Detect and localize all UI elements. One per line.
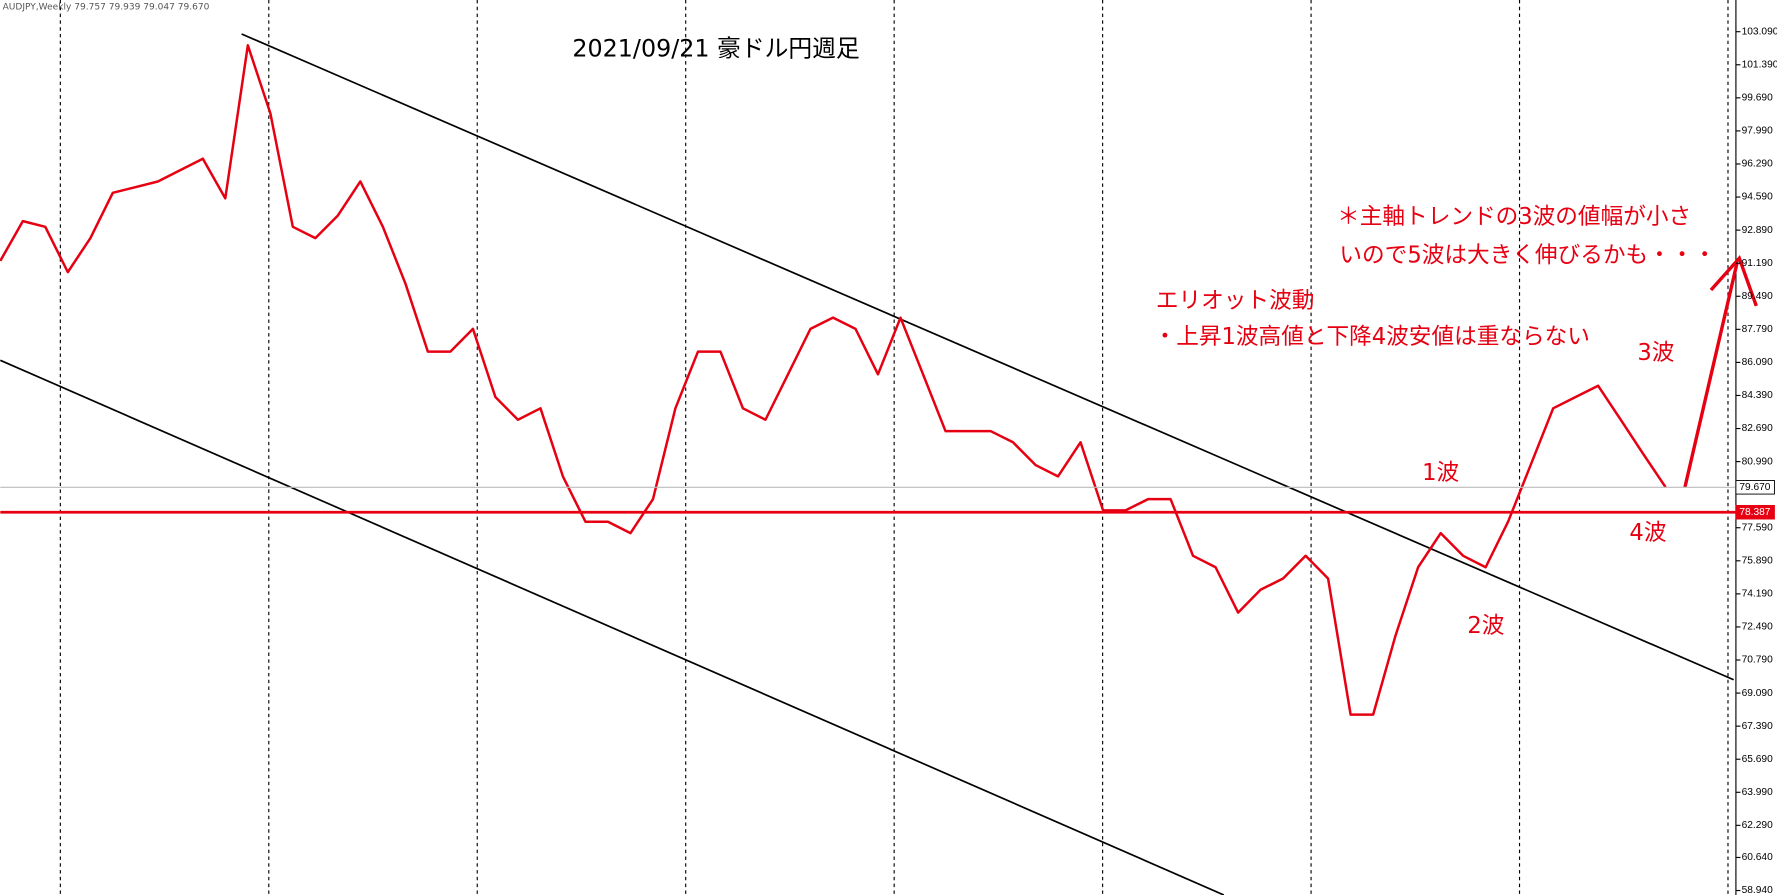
- annotation: 3波: [1637, 340, 1674, 366]
- channel-upper: [241, 33, 1734, 681]
- y-tick-label: 75.890: [1742, 555, 1773, 566]
- annotation: エリオット波動: [1156, 288, 1314, 314]
- channel-lower: [0, 359, 1225, 895]
- y-tick-label: 82.690: [1742, 423, 1773, 434]
- y-tick-label: 74.190: [1742, 589, 1773, 600]
- price-line: [0, 44, 1667, 716]
- price-tag-box: [1735, 480, 1775, 495]
- y-tick-label: 62.290: [1742, 820, 1773, 831]
- y-tick-label: 60.640: [1742, 852, 1773, 863]
- y-tick-label: 70.790: [1742, 655, 1773, 666]
- y-tick-label: 80.990: [1742, 456, 1773, 467]
- annotation: 4波: [1629, 520, 1666, 546]
- annotation: 1波: [1422, 460, 1459, 486]
- annotation: ＊主軸トレンドの3波の値幅が小さ: [1337, 204, 1691, 230]
- y-tick-label: 67.390: [1742, 721, 1773, 732]
- symbol-info: AUDJPY,Weekly 79.757 79.939 79.047 79.67…: [3, 2, 210, 12]
- y-tick-label: 94.590: [1742, 192, 1773, 203]
- y-tick-label: 96.290: [1742, 159, 1773, 170]
- y-tick-label: 89.490: [1742, 291, 1773, 302]
- arrow-shaft: [1683, 262, 1739, 488]
- y-tick-label: 63.990: [1742, 787, 1773, 798]
- price-tag-box: [1735, 504, 1775, 520]
- y-tick-label: 91.190: [1742, 258, 1773, 269]
- y-tick-label: 58.940: [1742, 885, 1773, 895]
- y-tick-label: 92.890: [1742, 225, 1773, 236]
- price-tag-label: 78.387: [1739, 507, 1770, 518]
- y-tick-label: 103.090: [1742, 26, 1777, 37]
- y-tick-label: 77.590: [1742, 522, 1773, 533]
- price-tag-label: 79.670: [1739, 482, 1770, 493]
- annotation: ・上昇1波高値と下降4波安値は重ならない: [1154, 324, 1590, 350]
- y-tick-label: 97.990: [1742, 126, 1773, 137]
- y-tick-label: 101.390: [1742, 59, 1777, 70]
- annotation: いので5波は大きく伸びるかも・・・: [1339, 243, 1716, 269]
- plot: [0, 44, 1667, 716]
- y-tick-label: 87.790: [1742, 324, 1773, 335]
- arrow-head: [1709, 255, 1758, 307]
- y-tick-label: 99.690: [1742, 93, 1773, 104]
- y-tick-label: 86.090: [1742, 357, 1773, 368]
- y-tick-label: 69.090: [1742, 688, 1773, 699]
- y-tick-label: 84.390: [1742, 390, 1773, 401]
- y-tick-label: 72.490: [1742, 622, 1773, 633]
- y-tick-label: 65.690: [1742, 754, 1773, 765]
- annotation: 2波: [1467, 613, 1504, 639]
- chart-title: 2021/09/21 豪ドル円週足: [572, 34, 859, 62]
